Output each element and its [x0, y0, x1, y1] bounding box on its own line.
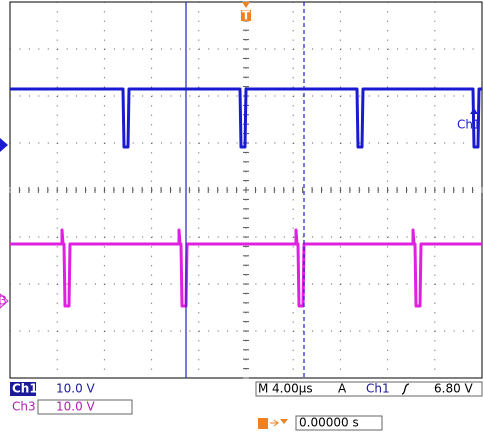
ch1-scale: 10.0 V	[56, 382, 96, 396]
ch3-label: Ch3	[12, 400, 36, 414]
ch1-trigger-level-arrow	[470, 108, 478, 114]
trigger-arrow	[242, 2, 250, 8]
trigger-position-arrow	[270, 419, 279, 427]
ch1-badge	[10, 382, 36, 396]
graticule	[9, 1, 483, 379]
trigger-slope-icon	[401, 383, 410, 395]
ch1-label: Ch1	[12, 382, 38, 396]
waveforms	[10, 87, 482, 308]
trigger-position-marker	[280, 419, 288, 424]
timebase-box	[255, 381, 483, 397]
trigger-position-box	[295, 415, 383, 431]
timebase: 4.00µs	[272, 382, 313, 396]
waveform	[10, 228, 482, 308]
trigger-level: 6.80 V	[434, 382, 474, 396]
ch1-trigger-level-label: Ch1	[457, 118, 481, 132]
ch3-ground-marker	[0, 293, 9, 309]
timebase-prefix: M	[258, 382, 268, 396]
ch1-ground-marker	[0, 138, 8, 152]
trigger-source: Ch1	[366, 382, 390, 396]
ch3-scale-box	[37, 399, 133, 415]
trigger-position: 0.00000 s	[299, 416, 359, 430]
waveform	[10, 87, 482, 149]
trigger-marker	[241, 10, 251, 21]
ch3-ground-label: 3	[0, 294, 7, 308]
trigger-mode: A	[338, 382, 347, 396]
ch3-scale: 10.0 V	[56, 400, 96, 414]
trigger-position-icon	[258, 418, 268, 429]
trigger-marker-label: T	[242, 9, 251, 23]
